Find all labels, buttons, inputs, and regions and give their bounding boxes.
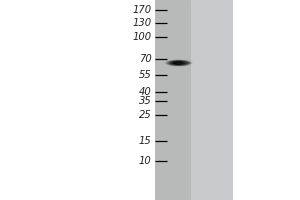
Ellipse shape (166, 60, 191, 66)
Ellipse shape (168, 60, 189, 66)
Ellipse shape (171, 61, 186, 65)
Text: 55: 55 (139, 70, 152, 80)
Ellipse shape (167, 60, 191, 66)
Text: 40: 40 (139, 87, 152, 97)
Ellipse shape (169, 61, 188, 65)
Text: 130: 130 (132, 18, 152, 28)
Ellipse shape (173, 62, 184, 64)
Ellipse shape (172, 61, 185, 65)
Ellipse shape (174, 62, 183, 64)
Ellipse shape (177, 62, 191, 64)
Ellipse shape (170, 61, 187, 65)
Ellipse shape (165, 60, 192, 66)
Ellipse shape (166, 60, 191, 66)
Ellipse shape (164, 59, 193, 67)
Text: 10: 10 (139, 156, 152, 166)
Ellipse shape (169, 61, 188, 65)
Ellipse shape (174, 62, 183, 64)
Ellipse shape (171, 61, 186, 65)
Bar (154, 0, 232, 200)
Ellipse shape (169, 61, 188, 65)
Ellipse shape (175, 62, 182, 64)
Ellipse shape (167, 60, 190, 66)
Bar (190, 0, 232, 200)
Text: 25: 25 (139, 110, 152, 120)
Text: 100: 100 (132, 32, 152, 42)
Ellipse shape (173, 62, 184, 64)
Text: 15: 15 (139, 136, 152, 146)
Ellipse shape (167, 60, 190, 66)
Ellipse shape (172, 61, 185, 65)
Text: 35: 35 (139, 96, 152, 106)
Ellipse shape (168, 60, 189, 66)
Ellipse shape (165, 60, 192, 66)
Text: 70: 70 (139, 54, 152, 64)
Ellipse shape (170, 61, 187, 65)
Text: 170: 170 (132, 5, 152, 15)
